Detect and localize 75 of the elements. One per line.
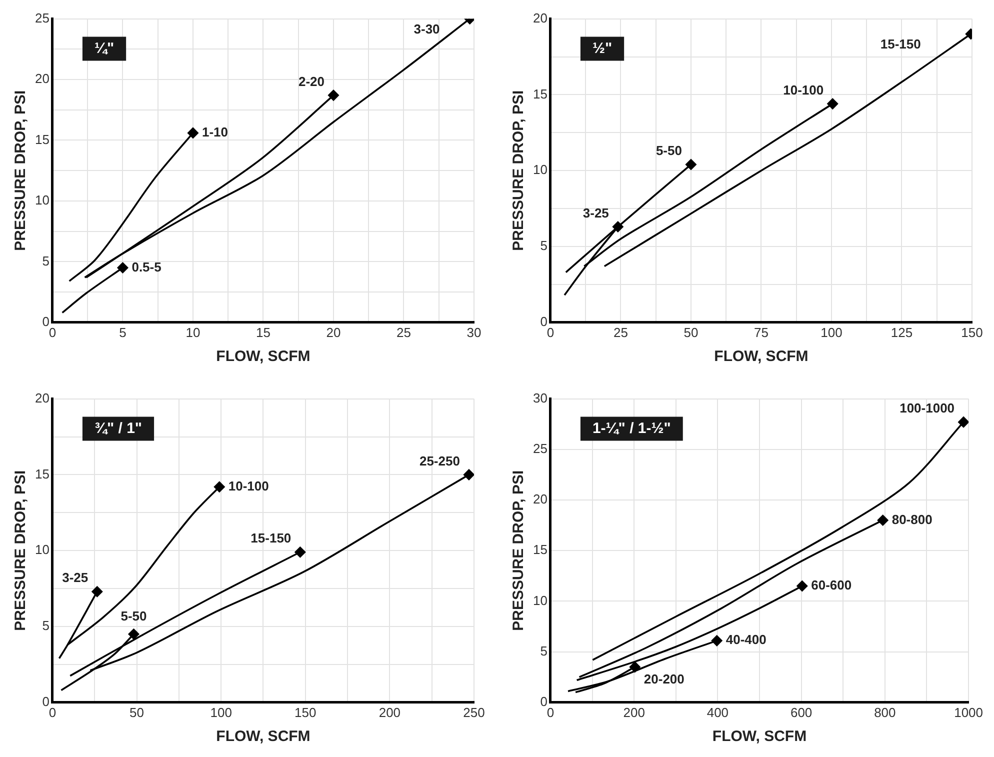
y-axis-title: PRESSURE DROP, PSI [12,470,30,631]
y-tick-label: 0 [42,694,50,709]
x-axis-title: FLOW, SCFM [714,348,808,366]
series-label: 5-50 [120,608,147,624]
series-label: 3-25 [582,205,609,220]
x-tick-label: 20 [326,324,341,340]
y-tick-label: 20 [34,390,50,406]
series-label: 40-400 [726,632,766,648]
x-tick-label: 400 [706,704,729,720]
y-tick-label: 25 [532,440,548,456]
x-tick-label: 150 [294,704,316,720]
x-tick-label: 75 [754,324,768,340]
x-tick-label: 125 [890,324,913,340]
x-tick-label: 25 [396,324,411,340]
x-tick-label: 10 [186,324,200,340]
x-tick-label: 50 [130,704,144,720]
series-label: 3-25 [62,570,88,586]
series-label: 1-10 [202,124,228,140]
y-axis-title: PRESSURE DROP, PSI [510,470,528,631]
y-tick-label: 15 [532,86,548,102]
y-tick-label: 10 [532,162,548,178]
y-tick-label: 10 [34,542,50,558]
series-label: 2-20 [298,74,324,89]
y-tick-label: 10 [532,592,548,608]
y-tick-label: 5 [42,618,50,634]
y-tick-label: 15 [34,132,50,147]
series-label: 10-100 [783,82,824,98]
y-tick-label: 5 [42,253,50,268]
x-axis-title: FLOW, SCFM [712,728,807,746]
y-tick-label: 20 [34,71,50,86]
text: 1-¼" / 1-½" [592,420,671,437]
y-tick-label: 25 [34,10,50,26]
x-tick-label: 100 [210,704,232,720]
series-label: 25-250 [419,453,460,468]
text: ¼" [94,40,114,57]
text: ¾" / 1" [94,420,142,437]
x-tick-label: 30 [466,324,482,340]
x-tick-label: 5 [119,324,126,340]
x-tick-label: 1000 [954,704,983,720]
y-tick-label: 15 [532,542,548,558]
y-tick-label: 5 [540,643,548,658]
series-label: 80-800 [892,512,932,527]
x-tick-label: 50 [684,324,698,340]
x-tick-label: 250 [463,704,485,720]
series-label: 10-100 [228,478,269,494]
x-tick-label: 25 [613,324,628,340]
series-label: 20-200 [644,672,684,687]
x-tick-label: 15 [256,324,270,340]
y-tick-label: 5 [540,238,548,254]
y-tick-label: 0 [540,314,548,329]
x-tick-label: 800 [874,704,896,720]
y-axis-title: PRESSURE DROP, PSI [510,90,528,251]
x-tick-label: 200 [378,704,401,720]
series-label: 15-150 [250,530,292,546]
y-tick-label: 0 [540,694,548,709]
series-label: 100-1000 [900,400,955,416]
series-label: 15-150 [880,36,921,52]
x-tick-label: 150 [961,324,983,340]
y-axis-title: PRESSURE DROP, PSI [12,90,30,251]
y-tick-label: 30 [532,390,548,406]
series-label: 5-50 [656,143,682,158]
series-label: 60-600 [811,578,852,593]
y-tick-label: 15 [34,466,50,482]
y-tick-label: 0 [42,314,50,329]
text: ½" [592,40,612,57]
y-tick-label: 10 [34,192,50,208]
x-axis-title: FLOW, SCFM [216,728,310,746]
y-tick-label: 20 [532,10,548,26]
x-tick-label: 100 [820,324,842,340]
x-axis-title: FLOW, SCFM [216,348,310,366]
x-tick-label: 600 [790,704,812,720]
series-label: 0.5-5 [132,259,162,274]
x-tick-label: 200 [623,704,645,720]
series-label: 3-30 [414,21,440,36]
y-tick-label: 20 [532,492,548,507]
